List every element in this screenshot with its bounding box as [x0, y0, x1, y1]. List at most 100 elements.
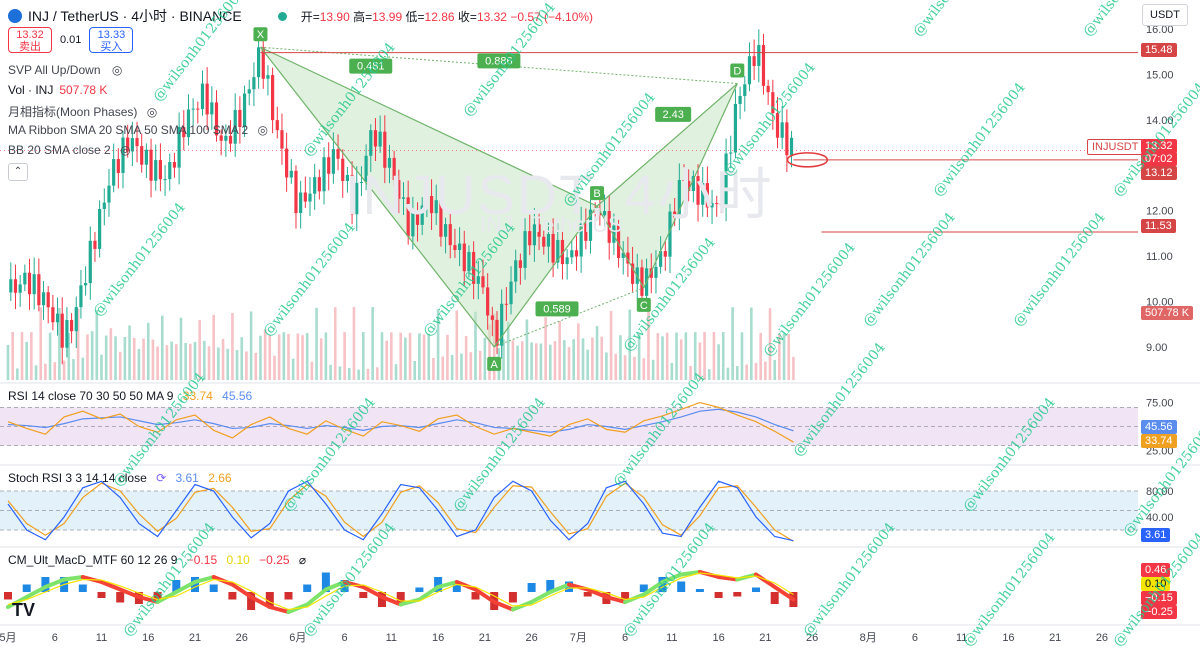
candle-body	[392, 157, 396, 181]
symbol-title[interactable]: INJ / TetherUS · 4小时 · BINANCE	[28, 8, 242, 24]
candle-body	[401, 197, 406, 199]
volume-bar	[90, 331, 94, 380]
pattern-point-x: X	[257, 29, 265, 41]
macd-line-segment	[267, 605, 291, 614]
macd-line-segment	[99, 580, 123, 592]
volume-bar	[563, 340, 566, 380]
candle-body	[116, 159, 120, 173]
rsi-tick-label: 25.00	[1146, 445, 1174, 457]
candle-body	[23, 272, 27, 285]
pattern-point-b: B	[593, 188, 600, 200]
candle-body	[233, 109, 237, 144]
x-tick-label: 11	[666, 632, 677, 644]
candle-body	[144, 149, 148, 165]
pattern-point-c-box	[636, 297, 651, 312]
candle-body	[780, 122, 784, 138]
candle-body	[528, 231, 532, 246]
volume-bar	[506, 321, 510, 380]
candle-body	[747, 56, 752, 85]
macd-histogram-bar	[733, 592, 742, 597]
candle-body	[51, 307, 55, 323]
x-tick-label: 21	[1049, 632, 1061, 644]
pattern-bcd-fill	[597, 83, 738, 288]
price-tick-label: 11.00	[1146, 251, 1173, 263]
candle-body	[551, 233, 555, 263]
volume-bar	[675, 332, 678, 380]
x-tick-label: 16	[712, 632, 724, 644]
currency-select[interactable]: USDT	[1142, 4, 1188, 26]
candle-body	[107, 185, 111, 203]
volume-bar	[217, 347, 220, 380]
candle-body	[191, 108, 195, 110]
stoch-legend[interactable]: Stoch RSI 3 3 14 14 close ⟳ 3.61 2.66	[8, 471, 232, 485]
candle-body	[313, 177, 317, 194]
volume-bar	[422, 334, 426, 380]
volume-bar	[427, 333, 431, 380]
tradingview-logo[interactable]: TV	[12, 600, 36, 620]
candle-body	[546, 233, 551, 247]
candle-body	[775, 113, 780, 138]
bb-hidden-eye-icon[interactable]: ◎	[120, 143, 131, 157]
x-tick-label: 21	[189, 632, 201, 644]
candle-body	[373, 130, 378, 147]
macd-line-segment	[43, 577, 67, 589]
candle-body	[724, 153, 728, 206]
volume-bar	[534, 343, 538, 380]
volume-bar	[282, 332, 286, 380]
candle-body	[565, 257, 569, 265]
volume-bar	[520, 341, 524, 380]
buy-button[interactable]: 13.33 买入	[89, 27, 134, 53]
low-value: 12.86	[424, 9, 455, 24]
candle-body	[453, 245, 457, 250]
candle-body	[518, 260, 522, 268]
macd-line-segment	[323, 580, 347, 592]
volume-bar	[745, 364, 748, 380]
sell-button[interactable]: 13.32 卖出	[8, 27, 52, 53]
macd-line-segment	[62, 575, 85, 582]
pattern-leg-0	[259, 46, 495, 348]
moon-hidden-eye-icon[interactable]: ◎	[146, 105, 158, 119]
svp-label: SVP All Up/Down	[8, 63, 101, 77]
ribbon-hidden-eye-icon[interactable]: ◎	[257, 123, 268, 137]
volume-bar	[586, 349, 589, 380]
macd-histogram-bar	[658, 577, 667, 592]
volume-bar	[277, 334, 281, 380]
volume-bar	[146, 322, 150, 380]
candle-body	[673, 211, 677, 218]
bb-indicator[interactable]: BB 20 SMA close 2 ◎	[8, 143, 131, 157]
candle-body	[65, 319, 69, 348]
volume-bar	[39, 307, 43, 380]
candle-body	[785, 122, 789, 156]
trade-buttons: 13.32 卖出 0.01 13.33 买入	[8, 27, 134, 53]
volume-bar	[656, 333, 660, 380]
volume-bar	[736, 366, 739, 380]
candle-body	[369, 130, 373, 156]
candle-body	[294, 170, 298, 214]
high-value: 13.99	[372, 9, 403, 24]
svp-indicator[interactable]: SVP All Up/Down ◎	[8, 63, 122, 77]
candle-body	[743, 84, 747, 96]
volume-bar	[231, 313, 234, 380]
candle-body	[481, 276, 485, 288]
rsi-legend[interactable]: RSI 14 close 70 30 50 50 MA 9 33.74 45.5…	[8, 389, 252, 403]
candle-body	[616, 225, 621, 258]
open-value: 13.90	[319, 9, 350, 24]
moon-indicator[interactable]: 月相指标(Moon Phases) ◎	[8, 103, 157, 120]
vol-indicator[interactable]: Vol · INJ 507.78 K	[8, 83, 107, 97]
rsi-ma-tag: 45.56	[1141, 420, 1177, 434]
level-mid-tag: 13.12	[1141, 166, 1177, 180]
stoch-k-line	[7, 480, 794, 542]
sell-label: 卖出	[19, 41, 41, 53]
macd-histogram-bar	[228, 592, 237, 600]
ma-ribbon-indicator[interactable]: MA Ribbon SMA 20 SMA 50 SMA 100 SMA 2 ◎	[8, 123, 268, 137]
sell-price: 13.32	[16, 29, 44, 41]
collapse-legend-chevron-icon[interactable]: ⌃	[8, 163, 28, 181]
candle-body	[630, 263, 635, 284]
stoch-refresh-icon[interactable]: ⟳	[156, 471, 167, 485]
macd-legend[interactable]: CM_Ult_MacD_MTF 60 12 26 9 −0.15 0.10 −0…	[8, 553, 306, 567]
svp-hidden-eye-icon[interactable]: ◎	[111, 63, 123, 77]
volume-bar	[380, 332, 384, 380]
volume-bar	[572, 339, 575, 380]
